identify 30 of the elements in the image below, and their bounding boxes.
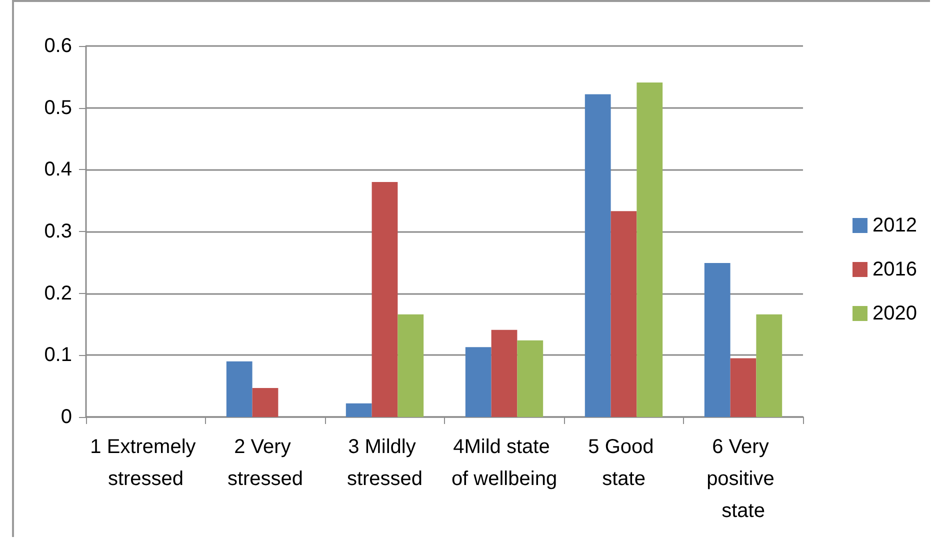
y-tick-label: 0.5 [44, 96, 72, 119]
bar [346, 403, 372, 417]
bar [730, 358, 756, 417]
y-tick-label: 0 [60, 406, 72, 428]
bar [226, 361, 252, 417]
x-tick-label: 6 Very positive state [706, 436, 780, 522]
bar [584, 94, 611, 417]
bar [517, 340, 544, 417]
legend-label: 2016 [872, 258, 918, 280]
y-tick-label: 0.2 [44, 282, 72, 304]
y-tick-label: 0.4 [44, 158, 72, 181]
legend-label: 2012 [872, 214, 918, 236]
y-tick-label: 0.6 [44, 35, 72, 57]
bar [610, 211, 637, 417]
y-tick-label: 0.1 [44, 344, 72, 366]
x-tick-label: 2 Very stressed [227, 436, 304, 490]
x-tick-label: 5 Good state [588, 436, 660, 490]
bar [756, 314, 782, 417]
bar [465, 347, 492, 417]
bar [704, 263, 730, 417]
legend-label: 2020 [872, 302, 918, 324]
x-tick-label: 3 Mildly stressed [346, 436, 423, 490]
bar [636, 82, 663, 417]
x-tick-label: 4Mild state of wellbeing [451, 436, 558, 490]
bar [252, 388, 278, 417]
y-tick-label: 0.3 [44, 220, 72, 242]
x-tick-label: 1 Extremely stressed [90, 436, 202, 490]
bar [491, 330, 518, 417]
bar [372, 182, 398, 417]
bar [398, 314, 424, 417]
